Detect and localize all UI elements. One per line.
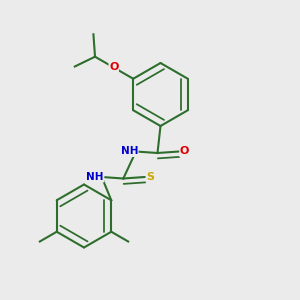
Text: NH: NH xyxy=(86,172,104,182)
Text: O: O xyxy=(109,62,118,73)
Text: O: O xyxy=(180,146,189,157)
Text: S: S xyxy=(146,172,154,182)
Text: NH: NH xyxy=(121,146,138,157)
